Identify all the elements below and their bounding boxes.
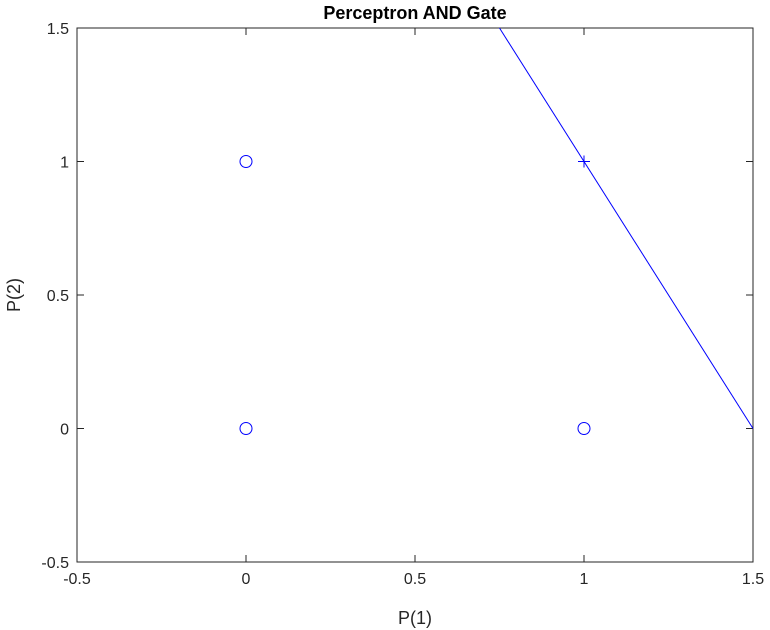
markers bbox=[239, 155, 591, 435]
x-axis-label: P(1) bbox=[398, 608, 432, 628]
plot-area bbox=[76, 27, 754, 563]
x-tick-label: -0.5 bbox=[63, 571, 91, 588]
x-ticks bbox=[76, 28, 754, 562]
y-tick-labels: -0.5 0 0.5 1 1.5 bbox=[41, 21, 69, 572]
data-point-plus bbox=[578, 155, 590, 168]
x-tick-label: 0.5 bbox=[404, 571, 426, 588]
data-point-circle bbox=[239, 155, 253, 168]
decision-boundary-line bbox=[499, 27, 754, 429]
y-tick-label: 1 bbox=[60, 155, 69, 172]
x-tick-labels: -0.5 0 0.5 1 1.5 bbox=[63, 571, 764, 588]
y-ticks bbox=[77, 27, 753, 563]
lines bbox=[499, 27, 754, 429]
y-tick-label: -0.5 bbox=[41, 555, 69, 572]
y-tick-label: 1.5 bbox=[47, 21, 69, 38]
x-tick-label: 1.5 bbox=[742, 571, 764, 588]
x-tick-label: 0 bbox=[242, 571, 251, 588]
x-tick-label: 1 bbox=[580, 571, 589, 588]
y-tick-label: 0.5 bbox=[47, 288, 69, 305]
y-axis-label: P(2) bbox=[4, 278, 24, 312]
y-tick-label: 0 bbox=[60, 422, 69, 439]
chart-title: Perceptron AND Gate bbox=[323, 3, 506, 23]
data-point-circle bbox=[239, 422, 253, 435]
data-point-circle bbox=[577, 422, 591, 435]
